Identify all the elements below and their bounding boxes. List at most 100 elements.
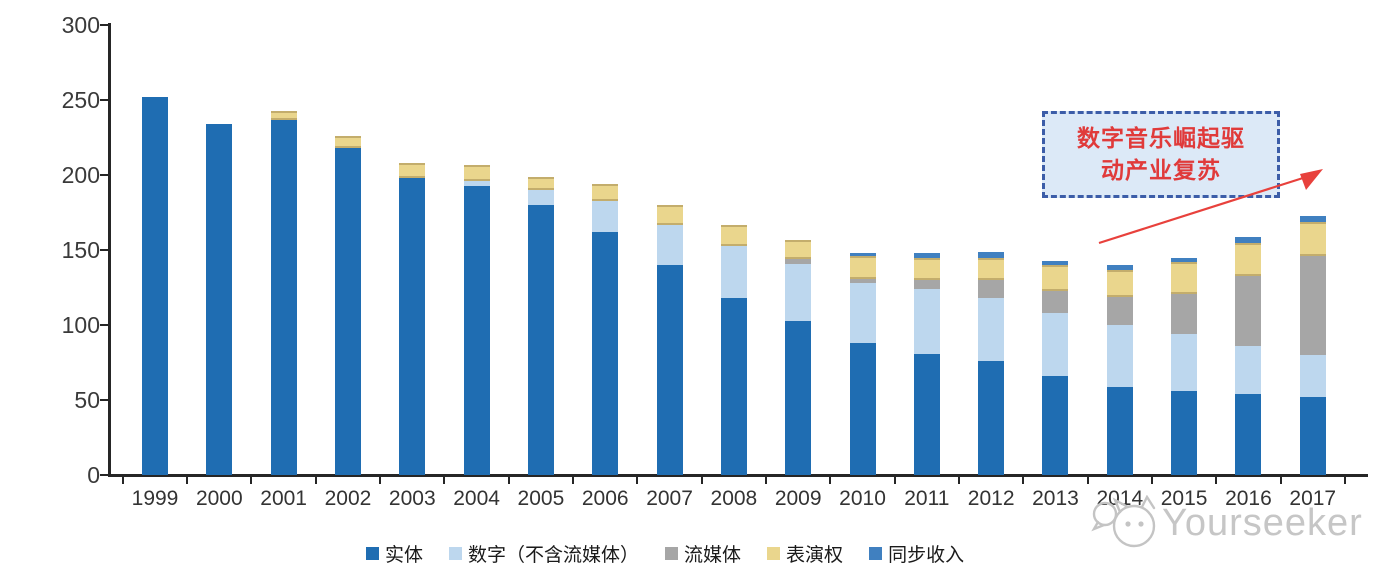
x-tick-label: 2017: [1289, 487, 1337, 510]
bar-segment-实体: [785, 320, 812, 475]
bar-segment-流媒体: [978, 280, 1005, 298]
x-tick-label: 2006: [581, 487, 629, 510]
bar-segment-同步收入: [913, 253, 940, 258]
x-tick-label: 2005: [517, 487, 565, 510]
y-tick-mark: [100, 99, 109, 101]
x-tick-label: 2010: [839, 487, 886, 510]
x-tick-mark: [1215, 475, 1218, 484]
y-tick-label: 50: [74, 387, 100, 413]
x-tick-mark: [443, 475, 446, 484]
bar-segment-表演权: [270, 110, 297, 120]
bar-segment-实体: [463, 185, 490, 475]
legend-item: 表演权: [767, 540, 843, 567]
bar-segment-实体: [1171, 391, 1198, 475]
x-tick-mark: [1279, 475, 1282, 484]
bar-segment-实体: [399, 178, 426, 475]
bar-segment-数字（不含流媒体）: [1171, 334, 1198, 391]
bar-segment-表演权: [913, 257, 940, 280]
y-tick-mark: [100, 324, 109, 326]
bar-segment-流媒体: [1106, 296, 1133, 325]
x-tick-mark: [1343, 475, 1346, 484]
x-tick-mark: [250, 475, 253, 484]
x-tick-label: 2015: [1160, 487, 1208, 510]
x-tick-mark: [700, 475, 703, 484]
y-axis-line: [108, 23, 111, 477]
y-tick-label: 100: [61, 312, 100, 338]
x-axis-line: [108, 474, 1368, 477]
legend-swatch: [366, 547, 379, 560]
bar-segment-同步收入: [1235, 236, 1262, 243]
bar-segment-表演权: [656, 205, 683, 225]
bar-segment-表演权: [1299, 221, 1326, 256]
x-tick-label: 2009: [774, 487, 822, 510]
bar-segment-实体: [334, 148, 361, 475]
x-tick-mark: [314, 475, 317, 484]
bar-segment-数字（不含流媒体）: [1235, 346, 1262, 394]
bar-segment-数字（不含流媒体）: [656, 224, 683, 265]
bar-segment-表演权: [720, 224, 747, 246]
bar-segment-数字（不含流媒体）: [1106, 325, 1133, 387]
bar-segment-数字（不含流媒体）: [913, 289, 940, 354]
bar-segment-数字（不含流媒体）: [592, 200, 619, 232]
x-tick-mark: [507, 475, 510, 484]
bar-segment-实体: [1106, 386, 1133, 475]
x-tick-label: 2003: [388, 487, 436, 510]
legend-label: 流媒体: [684, 545, 742, 566]
x-tick-label: 2000: [195, 487, 243, 510]
x-tick-label: 2002: [324, 487, 372, 510]
y-tick-label: 200: [61, 162, 100, 188]
bar-segment-实体: [592, 232, 619, 475]
legend-item: 流媒体: [665, 540, 741, 567]
y-tick-label: 150: [61, 237, 100, 263]
legend-label: 实体: [385, 545, 424, 566]
x-tick-label: 2008: [710, 487, 758, 510]
bar-segment-表演权: [592, 184, 619, 201]
bar-segment-同步收入: [1171, 257, 1198, 262]
legend-swatch: [665, 547, 679, 560]
bar-segment-同步收入: [1106, 265, 1133, 270]
x-tick-mark: [958, 475, 960, 484]
bar-segment-实体: [1299, 397, 1326, 475]
bar-segment-流媒体: [1299, 256, 1326, 355]
y-tick-label: 250: [61, 87, 100, 113]
annotation-arrow-head: [1300, 169, 1323, 190]
bar-segment-数字（不含流媒体）: [849, 283, 876, 343]
bar-segment-同步收入: [1042, 260, 1069, 265]
y-tick-label: 300: [61, 12, 100, 38]
bar-segment-数字（不含流媒体）: [978, 298, 1005, 361]
bar-segment-表演权: [1042, 265, 1069, 291]
x-tick-label: 2007: [646, 487, 693, 510]
bar-segment-同步收入: [849, 253, 876, 256]
bar-segment-实体: [527, 205, 554, 475]
bar-segment-数字（不含流媒体）: [1299, 355, 1326, 397]
x-tick-label: 2004: [453, 487, 500, 510]
x-tick-mark: [379, 475, 382, 484]
x-tick-label: 2016: [1225, 487, 1272, 510]
x-tick-mark: [572, 475, 575, 484]
y-tick-label: 0: [87, 462, 100, 488]
x-tick-mark: [765, 475, 768, 484]
annotation-line-1: 数字音乐崛起驱: [1077, 125, 1245, 151]
x-tick-mark: [186, 475, 189, 484]
y-tick-mark: [100, 399, 109, 401]
legend-swatch: [869, 547, 883, 560]
legend-label: 同步收入: [888, 545, 965, 566]
bar-segment-同步收入: [1299, 215, 1326, 222]
y-tick-mark: [100, 474, 109, 476]
x-tick-mark: [893, 475, 896, 484]
bar-segment-表演权: [978, 257, 1005, 280]
annotation-line-2: 动产业复苏: [1101, 157, 1221, 183]
annotation-callout: 数字音乐崛起驱 动产业复苏: [1042, 111, 1280, 198]
bar-segment-实体: [1235, 394, 1262, 475]
bar-segment-表演权: [785, 239, 812, 259]
bar-segment-实体: [1042, 376, 1069, 475]
legend: 实体 数字（不含流媒体） 流媒体 表演权 同步收入: [366, 540, 964, 567]
bar-segment-表演权: [849, 256, 876, 279]
legend-swatch: [449, 547, 463, 560]
bar-segment-表演权: [399, 163, 426, 178]
bar-segment-实体: [656, 265, 683, 475]
bar-segment-流媒体: [1171, 293, 1198, 334]
bar-segment-数字（不含流媒体）: [463, 181, 490, 186]
x-tick-mark: [829, 475, 832, 484]
bar-segment-实体: [849, 343, 876, 475]
